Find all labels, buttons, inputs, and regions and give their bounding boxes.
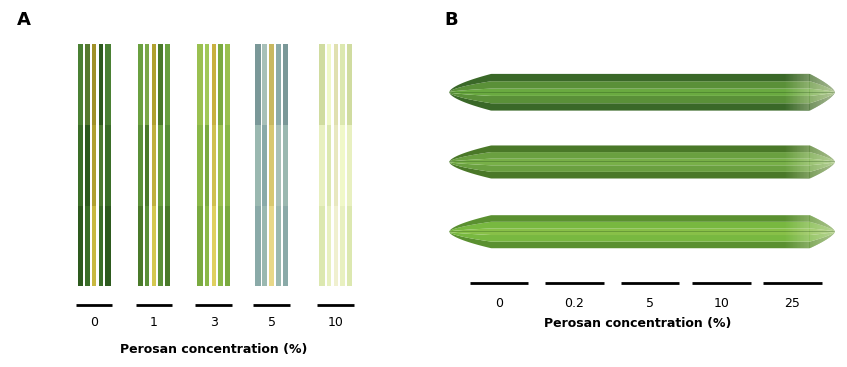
Bar [105, 44, 111, 125]
Text: 5: 5 [268, 316, 275, 328]
Text: B: B [445, 11, 458, 29]
Bar [205, 206, 209, 286]
Bar [219, 206, 223, 286]
Bar [145, 44, 149, 125]
Bar [158, 44, 163, 125]
Bar [224, 125, 230, 206]
Bar [340, 44, 345, 125]
Bar [137, 125, 143, 206]
Bar [98, 125, 103, 206]
Bar [98, 206, 103, 286]
Bar [340, 206, 345, 286]
Text: 5: 5 [646, 297, 654, 310]
Bar [152, 206, 156, 286]
Bar [92, 206, 97, 286]
Bar [92, 125, 97, 206]
Bar [165, 206, 170, 286]
Bar [276, 125, 281, 206]
Bar [327, 206, 331, 286]
Bar [263, 44, 267, 125]
Bar [197, 125, 203, 206]
Bar [340, 125, 345, 206]
Text: Perosan concentration (%): Perosan concentration (%) [120, 343, 307, 356]
Bar [219, 44, 223, 125]
Bar [212, 206, 216, 286]
Bar [255, 125, 261, 206]
Bar [269, 125, 274, 206]
Bar [346, 125, 352, 206]
Bar [105, 206, 111, 286]
Bar [105, 125, 111, 206]
Bar [334, 125, 338, 206]
Bar [276, 44, 281, 125]
Bar [205, 125, 209, 206]
Bar [158, 125, 163, 206]
Bar [255, 44, 261, 125]
Bar [269, 206, 274, 286]
Text: 0.2: 0.2 [565, 297, 584, 310]
Bar [276, 206, 281, 286]
Bar [197, 206, 203, 286]
Bar [219, 125, 223, 206]
Bar [334, 44, 338, 125]
Bar [346, 44, 352, 125]
Bar [263, 125, 267, 206]
Bar [78, 125, 83, 206]
Bar [319, 206, 325, 286]
Bar [92, 44, 97, 125]
Bar [255, 206, 261, 286]
Text: A: A [17, 11, 31, 29]
Bar [224, 206, 230, 286]
Bar [145, 125, 149, 206]
Text: 25: 25 [784, 297, 800, 310]
Bar [137, 44, 143, 125]
Bar [283, 44, 288, 125]
Text: 0: 0 [495, 297, 503, 310]
Text: 10: 10 [713, 297, 729, 310]
Bar [137, 206, 143, 286]
Bar [334, 206, 338, 286]
Bar [224, 44, 230, 125]
Bar [158, 206, 163, 286]
Bar [165, 44, 170, 125]
Bar [78, 206, 83, 286]
Text: 1: 1 [150, 316, 158, 328]
Bar [319, 125, 325, 206]
Bar [205, 44, 209, 125]
Bar [212, 44, 216, 125]
Bar [197, 44, 203, 125]
Text: 3: 3 [210, 316, 218, 328]
Bar [263, 206, 267, 286]
Bar [145, 206, 149, 286]
Bar [269, 44, 274, 125]
Bar [85, 206, 90, 286]
Bar [98, 44, 103, 125]
Text: Perosan concentration (%): Perosan concentration (%) [544, 317, 731, 330]
Bar [327, 125, 331, 206]
Bar [152, 44, 156, 125]
Bar [78, 44, 83, 125]
Bar [283, 206, 288, 286]
Text: 10: 10 [328, 316, 344, 328]
Bar [85, 44, 90, 125]
Bar [319, 44, 325, 125]
Bar [346, 206, 352, 286]
Bar [212, 125, 216, 206]
Bar [327, 44, 331, 125]
Bar [283, 125, 288, 206]
Bar [152, 125, 156, 206]
Text: 0: 0 [90, 316, 98, 328]
Bar [165, 125, 170, 206]
Bar [85, 125, 90, 206]
